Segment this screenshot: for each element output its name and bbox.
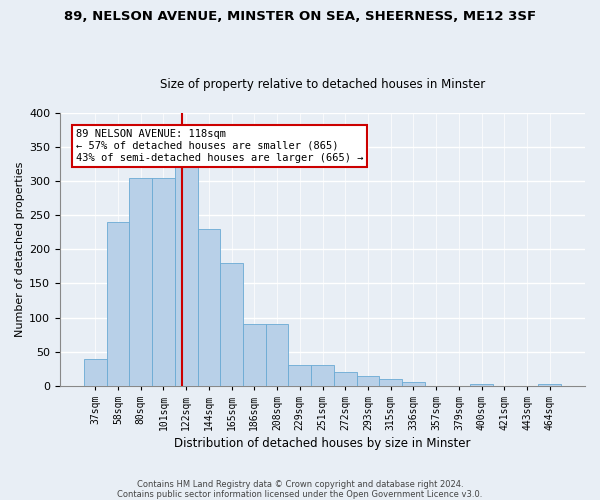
Bar xyxy=(311,366,334,386)
Bar xyxy=(243,324,266,386)
Bar xyxy=(220,263,243,386)
Bar xyxy=(84,358,107,386)
Bar xyxy=(266,324,289,386)
Bar xyxy=(402,382,425,386)
Bar xyxy=(197,229,220,386)
Bar xyxy=(470,384,493,386)
Bar xyxy=(289,366,311,386)
Bar xyxy=(107,222,130,386)
Text: Contains public sector information licensed under the Open Government Licence v3: Contains public sector information licen… xyxy=(118,490,482,499)
Bar xyxy=(130,178,152,386)
Bar xyxy=(334,372,356,386)
Bar xyxy=(379,379,402,386)
Bar xyxy=(538,384,561,386)
Text: Contains HM Land Registry data © Crown copyright and database right 2024.: Contains HM Land Registry data © Crown c… xyxy=(137,480,463,489)
Y-axis label: Number of detached properties: Number of detached properties xyxy=(15,162,25,337)
Bar xyxy=(152,178,175,386)
Text: 89, NELSON AVENUE, MINSTER ON SEA, SHEERNESS, ME12 3SF: 89, NELSON AVENUE, MINSTER ON SEA, SHEER… xyxy=(64,10,536,23)
Text: 89 NELSON AVENUE: 118sqm
← 57% of detached houses are smaller (865)
43% of semi-: 89 NELSON AVENUE: 118sqm ← 57% of detach… xyxy=(76,130,363,162)
Title: Size of property relative to detached houses in Minster: Size of property relative to detached ho… xyxy=(160,78,485,91)
Bar xyxy=(175,164,197,386)
Bar xyxy=(356,376,379,386)
X-axis label: Distribution of detached houses by size in Minster: Distribution of detached houses by size … xyxy=(174,437,471,450)
